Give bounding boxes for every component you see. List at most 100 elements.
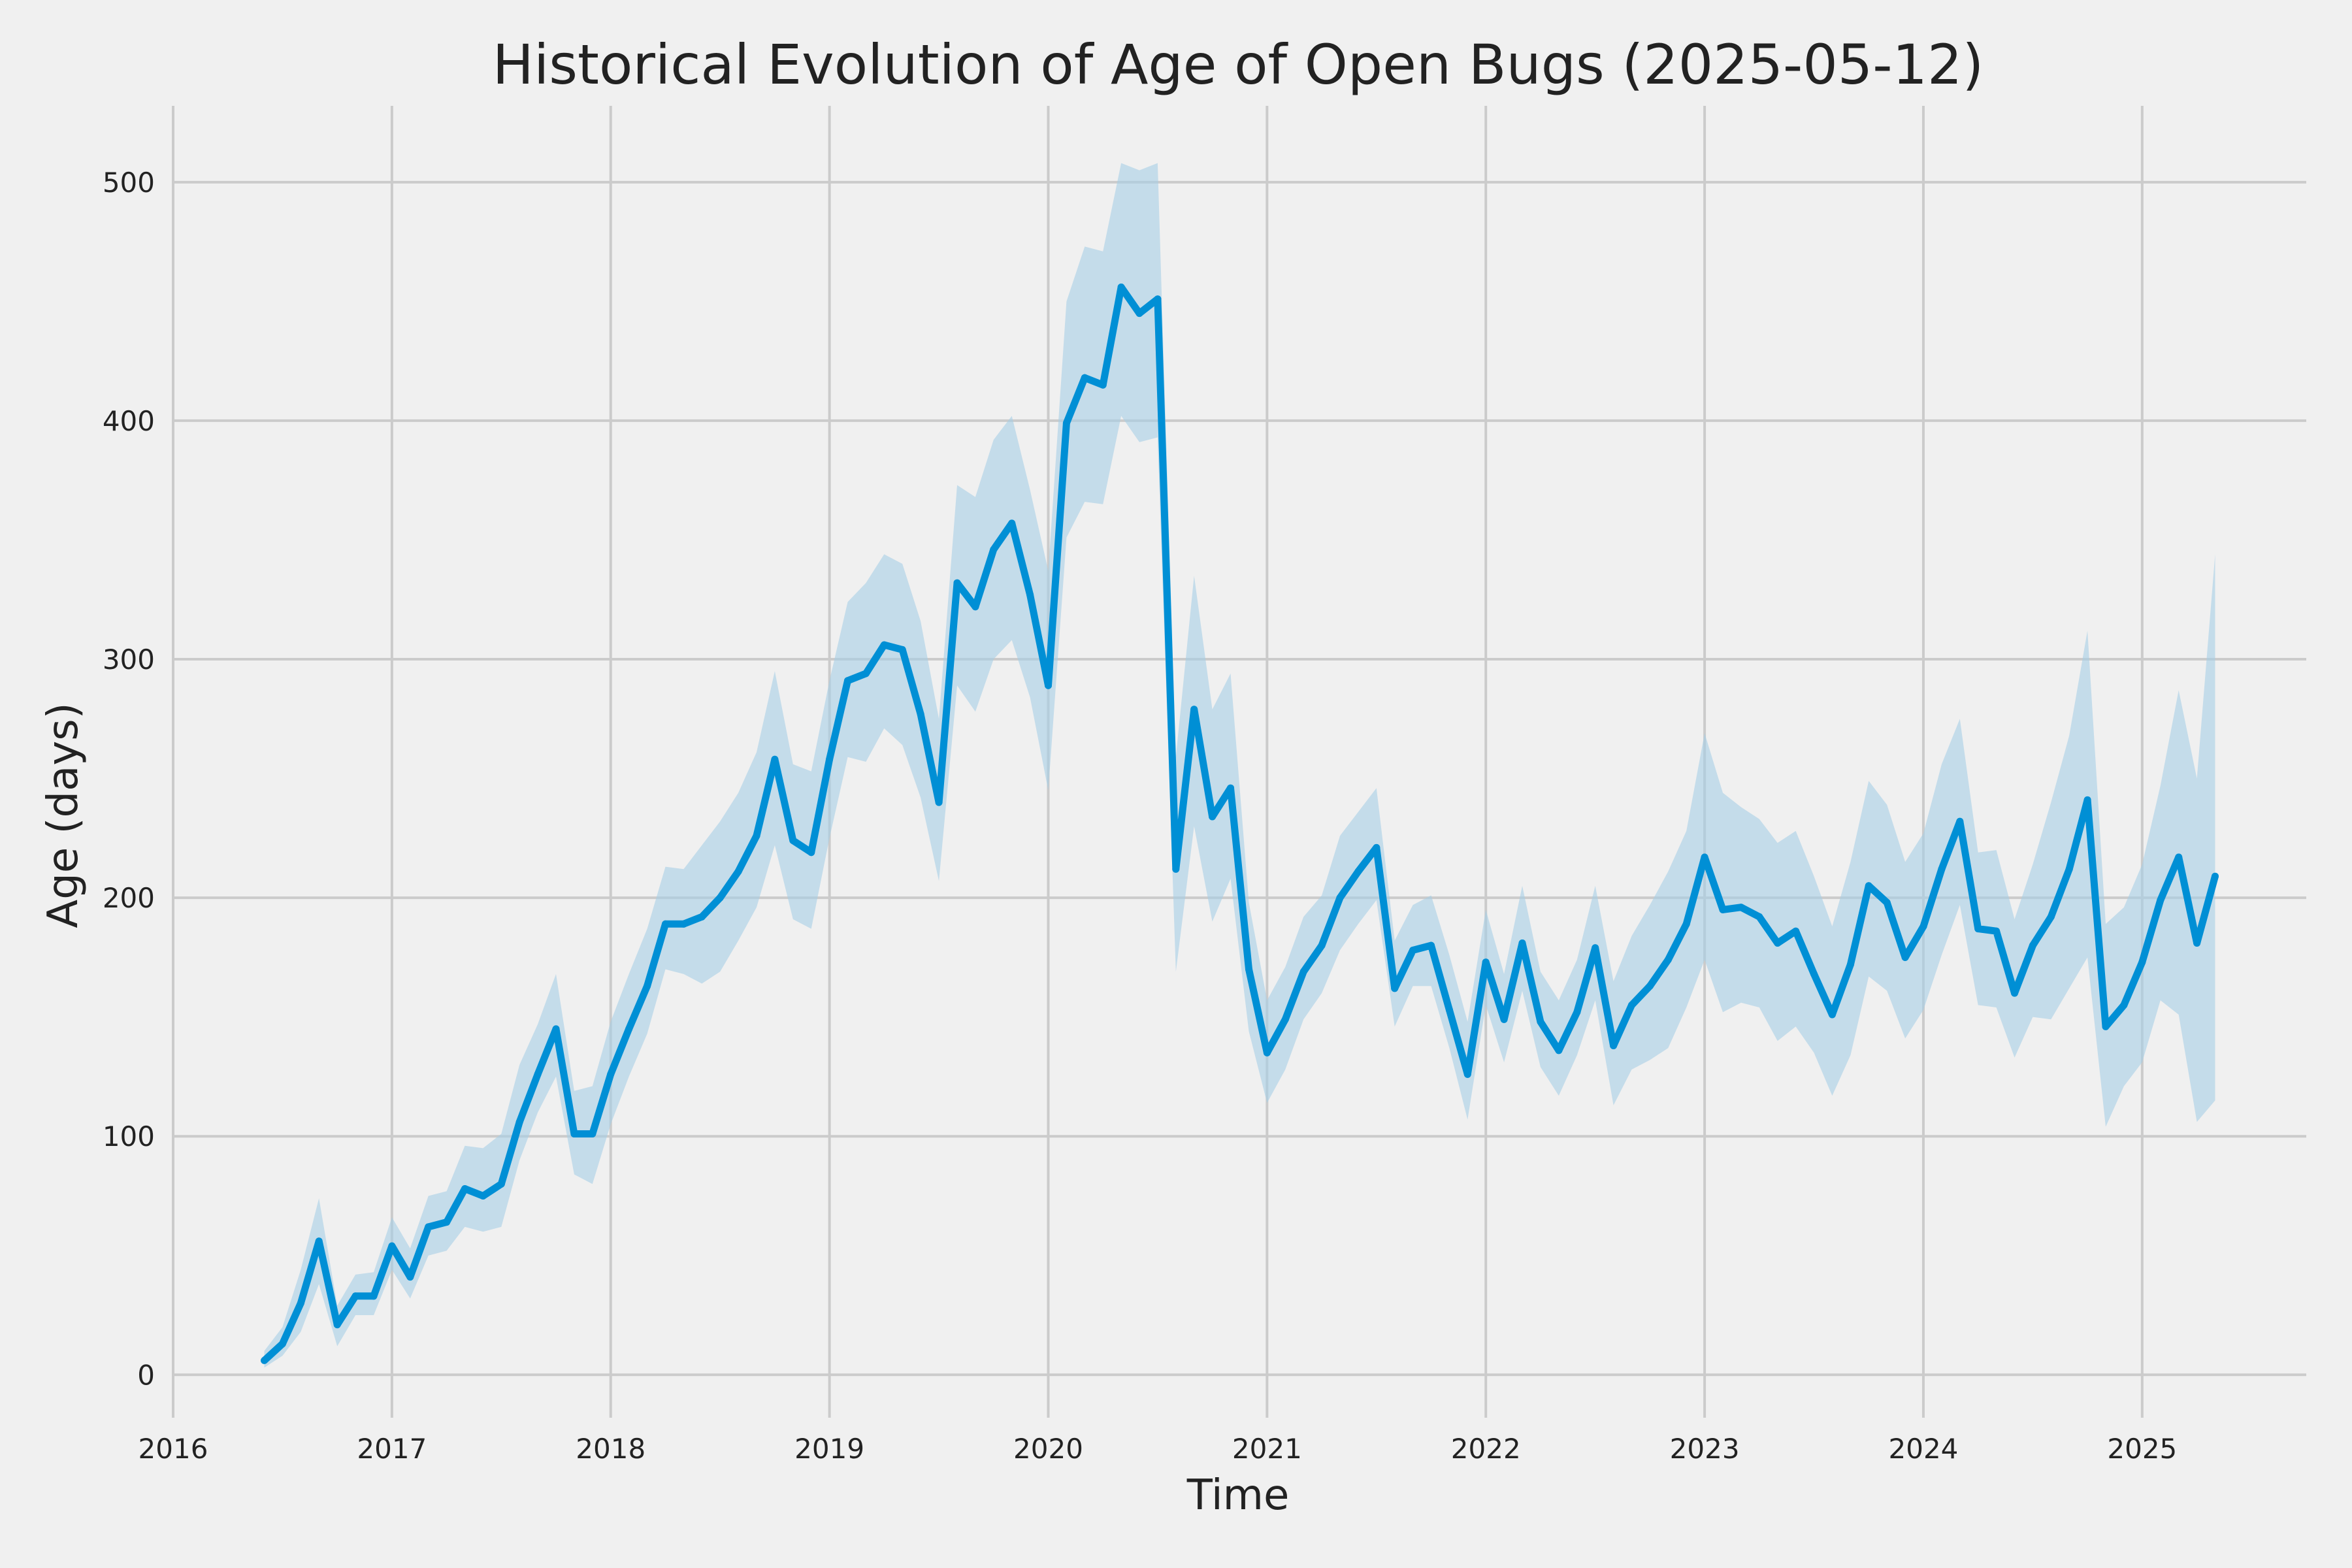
- x-tick-label: 2020: [1013, 1433, 1083, 1465]
- data-point: [351, 1292, 359, 1300]
- data-point: [1956, 817, 1964, 825]
- data-point: [679, 920, 687, 928]
- y-tick-label: 100: [103, 1120, 155, 1152]
- data-point: [2193, 939, 2201, 947]
- data-point: [2029, 941, 2036, 949]
- data-point: [1227, 784, 1234, 792]
- data-point: [990, 546, 998, 553]
- x-tick-label: 2025: [2107, 1433, 2177, 1465]
- data-point: [1610, 1042, 1618, 1049]
- data-point: [1919, 923, 1927, 930]
- x-tick-label: 2024: [1889, 1433, 1959, 1465]
- data-point: [1190, 706, 1198, 713]
- data-point: [2138, 958, 2146, 966]
- data-point: [1774, 939, 1782, 947]
- x-tick-label: 2016: [139, 1433, 208, 1465]
- data-point: [388, 1242, 396, 1250]
- data-point: [1974, 925, 1982, 933]
- y-tick-label: 500: [103, 167, 155, 199]
- data-point: [844, 677, 851, 685]
- data-point: [2011, 989, 2018, 997]
- data-point: [479, 1192, 487, 1200]
- data-point: [607, 1070, 615, 1078]
- data-point: [1846, 960, 1854, 968]
- data-point: [1117, 284, 1125, 291]
- data-point: [552, 1025, 560, 1033]
- data-point: [1373, 843, 1380, 851]
- data-point: [1646, 982, 1654, 990]
- data-point: [1537, 1018, 1544, 1026]
- data-point: [1391, 985, 1399, 992]
- data-point: [2212, 872, 2219, 880]
- data-point: [716, 894, 724, 902]
- data-point: [734, 868, 742, 875]
- y-tick-label: 200: [103, 882, 155, 914]
- data-point: [1701, 853, 1708, 861]
- data-point: [753, 832, 760, 840]
- data-point: [497, 1180, 505, 1188]
- data-point: [333, 1321, 341, 1329]
- data-point: [1445, 1006, 1453, 1014]
- data-point: [953, 579, 961, 587]
- data-point: [1026, 591, 1034, 598]
- data-point: [425, 1223, 433, 1231]
- data-point: [370, 1292, 378, 1300]
- data-point: [917, 710, 924, 718]
- data-point: [1756, 913, 1763, 921]
- data-point: [461, 1185, 468, 1192]
- data-point: [2175, 853, 2183, 861]
- x-tick-label: 2023: [1670, 1433, 1740, 1465]
- data-point: [789, 837, 797, 844]
- data-point: [1865, 882, 1872, 890]
- chart-title: Historical Evolution of Age of Open Bugs…: [493, 33, 1984, 97]
- data-point: [534, 1070, 542, 1078]
- data-point: [1209, 813, 1217, 821]
- data-point: [2120, 1001, 2128, 1009]
- data-point: [1828, 1011, 1836, 1019]
- data-point: [1628, 1001, 1635, 1009]
- data-point: [1263, 1049, 1271, 1056]
- data-point: [1008, 519, 1016, 527]
- y-tick-label: 400: [103, 405, 155, 437]
- x-tick-label: 2017: [357, 1433, 427, 1465]
- data-point: [2047, 913, 2055, 921]
- data-point: [1062, 419, 1070, 427]
- data-point: [1719, 906, 1727, 913]
- data-point: [297, 1299, 304, 1307]
- data-point: [625, 1025, 633, 1033]
- data-point: [1555, 1047, 1563, 1054]
- data-point: [1664, 956, 1672, 964]
- data-point: [1482, 958, 1490, 966]
- data-point: [570, 1130, 578, 1137]
- data-point: [278, 1340, 286, 1348]
- data-point: [1135, 310, 1143, 318]
- data-point: [972, 603, 979, 611]
- data-point: [1500, 1015, 1508, 1023]
- data-point: [1573, 1008, 1581, 1016]
- data-point: [1354, 868, 1362, 875]
- data-point: [1318, 941, 1326, 949]
- x-axis-label: Time: [1186, 1471, 1290, 1520]
- x-tick-label: 2018: [576, 1433, 645, 1465]
- data-point: [589, 1130, 596, 1137]
- data-point: [1045, 681, 1052, 689]
- data-point: [771, 755, 779, 763]
- data-point: [406, 1273, 414, 1281]
- grid-lines: [172, 106, 2306, 1418]
- data-point: [898, 645, 906, 653]
- y-axis-label: Age (days): [39, 702, 88, 928]
- data-point: [515, 1118, 523, 1126]
- x-tick-label: 2019: [794, 1433, 864, 1465]
- data-point: [1281, 1015, 1289, 1023]
- data-point: [808, 849, 815, 857]
- data-point: [644, 982, 651, 990]
- data-point: [1409, 946, 1417, 954]
- tick-labels: 2016 2017 2018 2019 2020 2021 2022 2023 2024 2025…: [103, 167, 2177, 1465]
- data-point: [1810, 970, 1818, 978]
- data-point: [1245, 966, 1252, 973]
- y-tick-label: 300: [103, 644, 155, 676]
- series-line-group: [261, 284, 2219, 1364]
- data-point: [1299, 968, 1307, 975]
